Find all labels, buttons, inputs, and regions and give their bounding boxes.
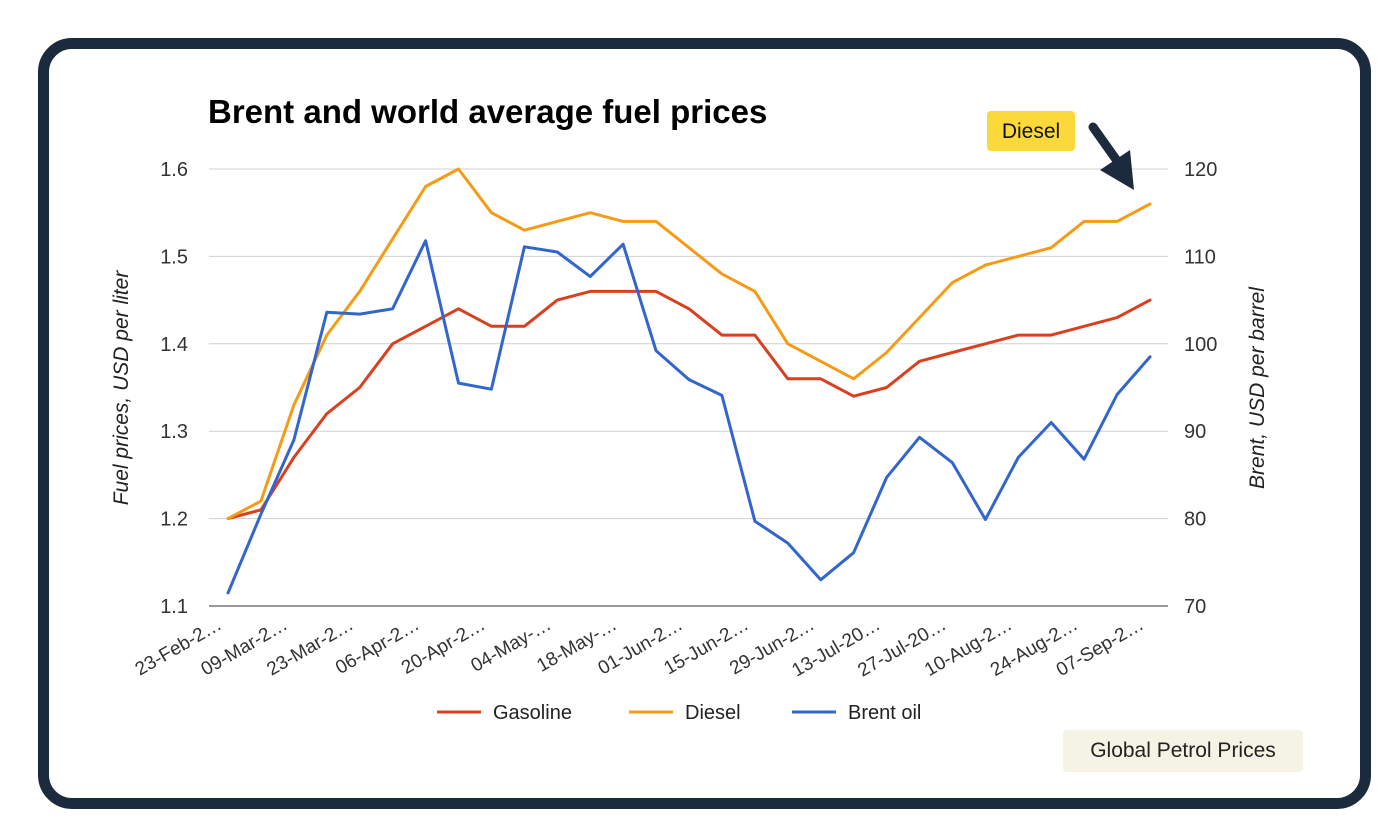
series-layer: [226, 167, 1152, 595]
legend-label: Brent oil: [848, 702, 921, 724]
chart-title: Brent and world average fuel prices: [208, 93, 767, 130]
annotation-arrow-shaft: [1088, 122, 1125, 170]
annotation-label: Diesel: [1002, 120, 1060, 143]
y-tick-label: 1.4: [160, 334, 188, 356]
legend: Gasoline Diesel Brent oil: [437, 702, 921, 724]
y2-tick-label: 100: [1184, 334, 1217, 356]
y2-tick-label: 80: [1184, 509, 1206, 531]
gridlines: [209, 168, 1168, 607]
y2-tick-label: 90: [1184, 421, 1206, 443]
y-tick-label: 1.6: [160, 159, 188, 181]
y-tick-label: 1.1: [160, 596, 188, 618]
y-axis-left-label: Fuel prices, USD per liter: [110, 270, 133, 506]
y2-tick-label: 70: [1184, 596, 1206, 618]
y2-tick-label: 120: [1184, 159, 1217, 181]
diesel-annotation: Diesel: [987, 111, 1134, 190]
x-axis: 23-Feb-2…09-Mar-2…23-Mar-2…06-Apr-2…20-A…: [132, 614, 1148, 681]
y-tick-label: 1.2: [160, 509, 188, 531]
y-tick-label: 1.3: [160, 421, 188, 443]
annotation-badge: [987, 111, 1075, 151]
y-axis-right-label: Brent, USD per barrel: [1246, 286, 1269, 489]
series-line-diesel: [226, 167, 1152, 521]
chart-frame: [38, 38, 1371, 809]
y-axis-right: 70 80 90 100 110 120: [1184, 159, 1217, 618]
legend-label: Gasoline: [493, 702, 572, 724]
series-line-gasoline: [226, 289, 1152, 521]
source-badge: Global Petrol Prices: [1063, 730, 1303, 772]
series-line-brent-oil: [226, 239, 1152, 595]
legend-label: Diesel: [685, 702, 741, 724]
y2-tick-label: 110: [1184, 246, 1216, 268]
y-axis-left: 1.1 1.2 1.3 1.4 1.5 1.6: [160, 159, 188, 618]
y-tick-label: 1.5: [160, 246, 188, 268]
annotation-arrow-head: [1100, 150, 1134, 190]
